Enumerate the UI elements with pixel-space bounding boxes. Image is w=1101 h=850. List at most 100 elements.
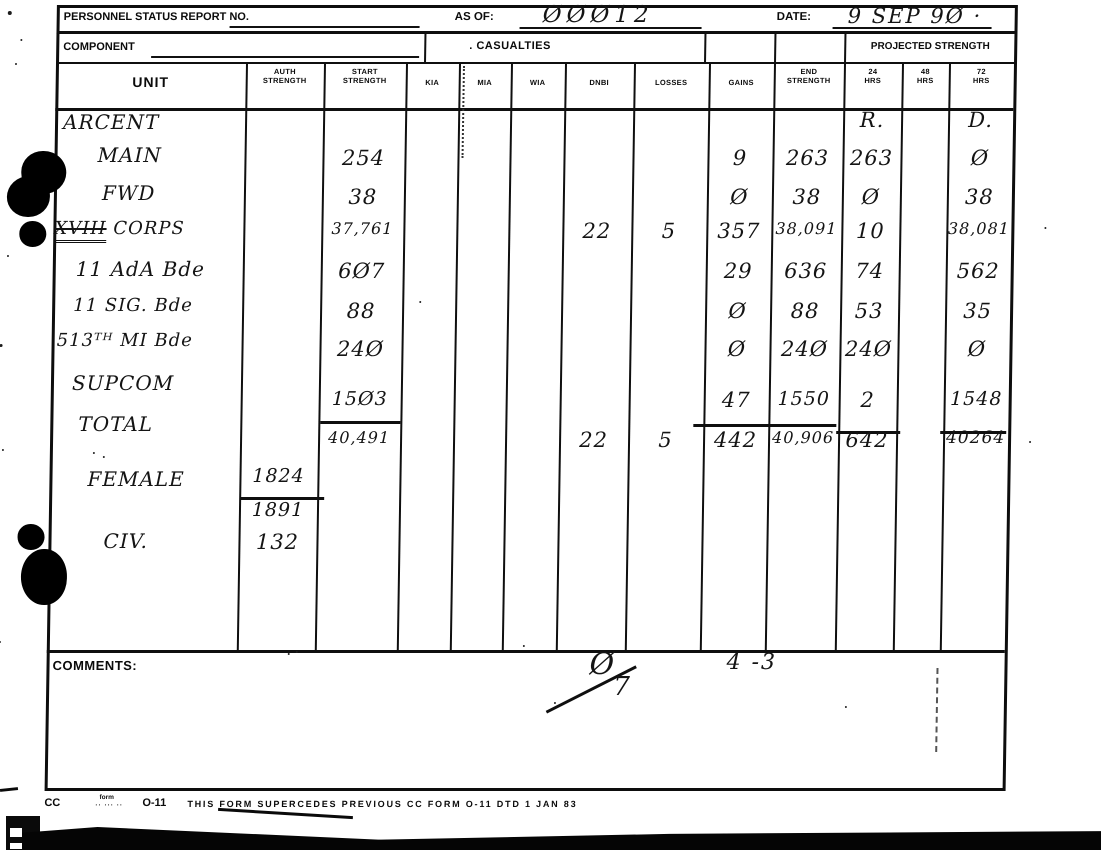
cell-hrs72: 1548 [949,388,1003,410]
cell-hrs24: Ø [861,185,881,209]
speck [102,456,105,458]
cell-hrs72: D. [968,108,994,132]
cell-hrs72: Ø [967,337,987,361]
cell-end: 24Ø [780,337,829,361]
column-header-gains: GAINS [728,78,754,87]
as-of-value: ØØØ12 [542,2,654,28]
speck [92,452,95,454]
cell-end: 1550 [777,388,831,410]
cell-hrs72: 562 [956,259,1000,283]
cell-hrs24: R. [859,108,885,132]
footer-form-number: O-11 [142,797,167,809]
column-header-start: START STRENGTH [342,67,387,86]
footer-form-small-top: form [99,794,114,801]
cell-start: 6Ø7 [338,259,386,283]
column-header-auth: AUTH STRENGTH [262,67,307,86]
cell-start: 40,491 [327,428,391,447]
speck [553,702,556,704]
unit-cell: 513ᵀᴴ MI Bde [56,330,194,351]
speck [287,653,290,655]
unit-cell: 11 SIG. Bde [73,295,194,316]
ink-blob [19,221,47,247]
column-header-hrs48: 48 HRS [916,67,934,86]
column-header-hrs72: 72 HRS [972,67,990,86]
column-header-end: END STRENGTH [786,67,831,86]
cell-hrs72: 38 [964,185,994,209]
cell-start: 88 [346,299,376,323]
date-label: DATE: [776,11,812,23]
cell-gains: 29 [723,259,753,283]
cell-end: 38 [792,185,822,209]
unit-cell: ARCENT [62,110,160,134]
column-header-unit: UNIT [132,74,170,90]
cell-gains: 357 [717,219,761,243]
unit-cell: XVIII CORPS [54,218,185,243]
cell-gains: 47 [721,388,751,412]
comments-label: COMMENTS: [52,658,138,673]
handwritten-sum-line [693,424,837,427]
cell-hrs72: Ø [970,146,990,170]
unit-cell: FWD [101,181,156,205]
speck [1029,441,1032,443]
cell-gains: 9 [732,146,748,170]
struck-word: XVIII [54,218,107,243]
cell-end: 40,906 [771,428,835,447]
ink-blob [17,524,45,550]
scan-corner-notch [10,828,22,837]
cell-start: 38 [348,185,378,209]
footer-note: THIS FORM SUPERCEDES PREVIOUS CC FORM O-… [187,799,578,809]
cell-hrs24: 74 [855,259,885,283]
comment-mark-seven: 7 [612,672,631,702]
cell-hrs24: 53 [854,299,884,323]
unit-cell: CIV. [103,529,149,553]
cell-gains: Ø [730,185,749,209]
unit-cell: SUPCOM [71,371,175,395]
cell-hrs24: 642 [845,428,889,452]
speck [295,651,298,653]
cell-hrs24: 24Ø [844,337,893,361]
cell-auth: 132 [255,530,300,554]
cell-hrs72: 35 [963,299,993,323]
component-label: COMPONENT [63,41,135,53]
comment-mark-zero: Ø [589,647,616,682]
cell-hrs24: 10 [855,219,885,243]
speck [1,449,4,451]
cell-losses: 5 [661,219,677,243]
ink-blob [6,176,51,217]
column-header-hrs24: 24 HRS [864,67,882,86]
date-value: 9 SEP 9Ø · [847,4,983,28]
speck [14,63,18,65]
cell-end: 263 [785,146,830,170]
cell-start: 37,761 [331,219,394,238]
column-header-mia: MIA [477,78,493,87]
projected-strength-label: PROJECTED STRENGTH [870,41,990,52]
scan-corner-notch [10,843,22,849]
column-header-wia: WIA [529,78,546,87]
grid-line [56,31,1015,34]
column-header-losses: LOSSES [655,78,688,87]
speck [20,39,23,41]
cell-hrs24: 263 [849,146,894,170]
speck [0,344,3,347]
unit-cell: MAIN [97,143,163,167]
cell-dnbi: 22 [582,219,612,243]
report-no-blank [229,26,420,28]
speck [7,11,12,15]
footer-cc: CC [44,797,61,809]
unit-cell: TOTAL [78,412,154,436]
unit-cell: 11 AdA Bde [75,257,206,281]
cell-hrs24: 2 [860,388,876,412]
cell-end: 636 [784,259,828,283]
cell-gains: Ø [728,299,747,323]
cell-hrs72: 38,081 [947,219,1011,238]
unit-cell: FEMALE [87,467,185,491]
speck [419,301,422,303]
grid-line [46,650,1005,653]
speck [844,706,847,708]
cell-start: 254 [341,146,386,170]
grid-line [55,62,1015,64]
column-header-dnbi: DNBI [589,78,610,87]
as-of-label: AS OF: [454,11,494,23]
